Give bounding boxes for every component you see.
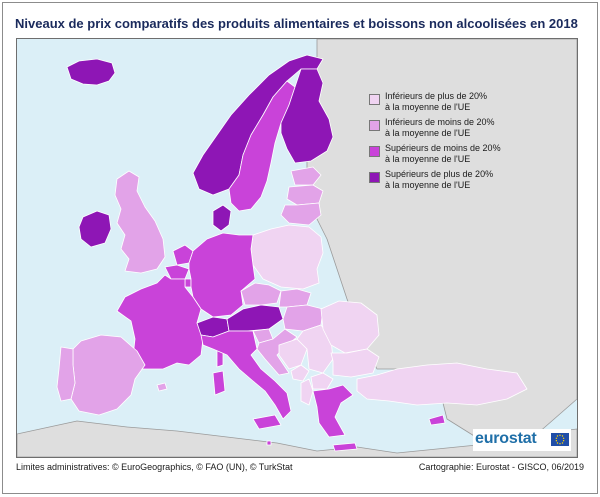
country-ireland (78, 210, 112, 248)
legend-label-line1: Supérieurs de plus de 20% (385, 169, 494, 179)
country-latvia (286, 184, 324, 206)
legend: Inférieurs de plus de 20% à la moyenne de… (369, 91, 529, 195)
country-greece (312, 384, 354, 438)
legend-label: Inférieurs de moins de 20% à la moyenne d… (385, 117, 535, 139)
legend-label-line1: Supérieurs de moins de 20% (385, 143, 501, 153)
legend-swatch (369, 172, 380, 183)
country-croatia (256, 328, 298, 376)
country-romania (320, 300, 380, 354)
country-finland (280, 68, 334, 164)
country-spain-balearic (156, 382, 168, 392)
country-iceland (66, 58, 116, 86)
country-portugal (56, 346, 76, 402)
map-title: Niveaux de prix comparatifs des produits… (15, 16, 578, 31)
country-luxembourg (184, 278, 192, 288)
country-montenegro (290, 364, 310, 382)
country-italy-sicily (252, 414, 282, 430)
non-eu-land-africa (17, 420, 577, 457)
country-turkey (356, 362, 528, 406)
country-estonia (290, 166, 322, 186)
legend-swatch (369, 146, 380, 157)
map-area: Inférieurs de plus de 20% à la moyenne de… (16, 38, 578, 458)
country-poland (250, 224, 324, 290)
country-slovakia (278, 288, 312, 308)
eu-flag-icon (551, 433, 569, 446)
legend-label-line1: Inférieurs de plus de 20% (385, 91, 488, 101)
footer-admin-boundaries: Limites administratives: © EuroGeographi… (16, 462, 293, 472)
legend-label-line2: à la moyenne de l'UE (385, 154, 471, 164)
country-malta (266, 440, 272, 446)
country-united-kingdom (114, 170, 166, 274)
europe-map (17, 39, 577, 457)
country-albania (300, 378, 314, 406)
legend-label: Supérieurs de moins de 20% à la moyenne d… (385, 143, 535, 165)
legend-label-line2: à la moyenne de l'UE (385, 102, 471, 112)
legend-swatch (369, 120, 380, 131)
country-italy-sardinia (212, 370, 226, 396)
country-denmark (212, 204, 232, 232)
legend-item: Supérieurs de plus de 20% à la moyenne de… (369, 169, 529, 195)
country-greece-crete (332, 442, 358, 452)
country-cyprus (428, 414, 446, 426)
legend-swatch (369, 94, 380, 105)
footer-cartography: Cartographie: Eurostat - GISCO, 06/2019 (418, 462, 584, 472)
legend-label-line2: à la moyenne de l'UE (385, 128, 471, 138)
country-belgium (164, 264, 190, 280)
legend-label: Supérieurs de plus de 20% à la moyenne de… (385, 169, 535, 191)
legend-item: Inférieurs de moins de 20% à la moyenne d… (369, 117, 529, 143)
legend-item: Inférieurs de plus de 20% à la moyenne de… (369, 91, 529, 117)
legend-label-line2: à la moyenne de l'UE (385, 180, 471, 190)
country-bulgaria (330, 348, 380, 378)
country-lithuania (280, 202, 322, 226)
country-italy (200, 330, 292, 420)
eurostat-logo-text: eurostat (475, 430, 537, 447)
legend-label: Inférieurs de plus de 20% à la moyenne de… (385, 91, 535, 113)
legend-item: Supérieurs de moins de 20% à la moyenne d… (369, 143, 529, 169)
country-north-macedonia (310, 372, 334, 390)
eurostat-logo: eurostat (473, 429, 571, 451)
legend-label-line1: Inférieurs de moins de 20% (385, 117, 495, 127)
country-germany (188, 232, 256, 318)
country-czechia (240, 282, 282, 306)
